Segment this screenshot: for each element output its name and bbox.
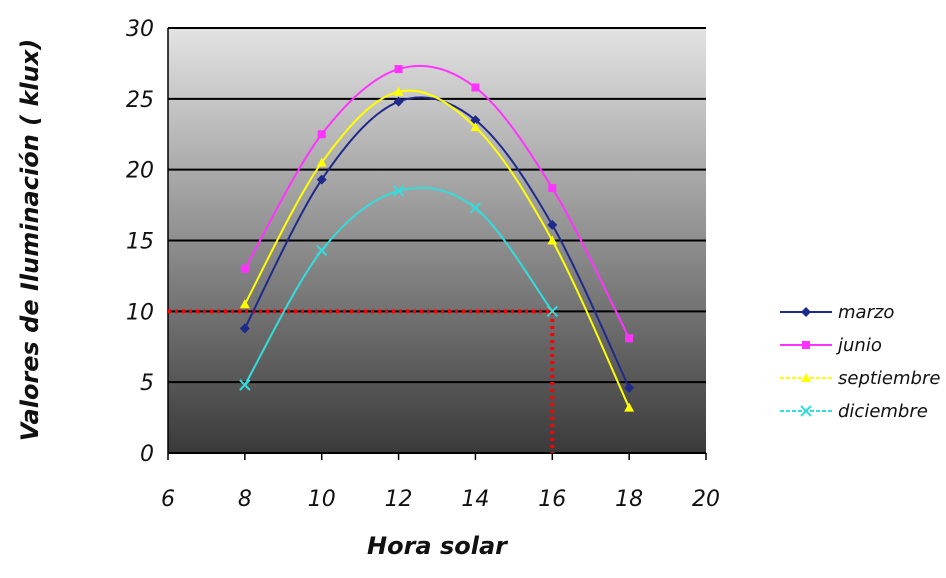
annotations xyxy=(168,309,555,453)
marker-stroke xyxy=(316,244,328,257)
legend-marker xyxy=(800,405,812,417)
data-point-junio xyxy=(394,65,403,74)
legend-label: marzo xyxy=(838,302,894,323)
data-point-diciembre xyxy=(546,305,558,318)
data-point-junio xyxy=(471,83,480,92)
legend-item-diciembre: diciembre xyxy=(780,401,928,422)
data-point-septiembre xyxy=(624,402,635,412)
series-line-septiembre xyxy=(243,89,631,409)
x-tick-labels: 6 8 10 12 14 16 18 20 xyxy=(161,487,720,512)
series-line-junio xyxy=(243,64,631,339)
marker-stroke xyxy=(800,405,812,417)
legend-label: septiembre xyxy=(838,368,940,389)
x-tick-label: 8 xyxy=(238,487,252,512)
marker-stroke xyxy=(546,305,558,318)
data-point-diciembre xyxy=(392,185,405,197)
data-point-marzo xyxy=(624,382,635,393)
data-point-diciembre xyxy=(239,379,251,391)
data-point-marzo xyxy=(547,219,558,230)
marker-stroke xyxy=(469,202,482,214)
y-tick-label: 15 xyxy=(126,230,154,255)
marker-stroke xyxy=(239,379,251,391)
x-tick-label: 14 xyxy=(461,487,489,512)
series-junio xyxy=(240,64,634,343)
data-point-marzo xyxy=(316,174,327,185)
legend-item-junio: junio xyxy=(780,335,882,356)
data-point-diciembre xyxy=(316,244,328,257)
x-tick-label: 16 xyxy=(538,487,566,512)
data-point-junio xyxy=(240,264,249,273)
marker-stroke xyxy=(392,185,405,197)
data-point-septiembre xyxy=(239,299,250,309)
y-tick-label: 20 xyxy=(126,159,154,184)
y-tick-label: 0 xyxy=(140,442,154,467)
data-point-junio xyxy=(317,130,326,139)
y-tick-labels: 0 5 10 15 20 25 30 xyxy=(126,17,154,467)
legend-marker xyxy=(801,373,811,382)
data-point-junio xyxy=(625,334,634,343)
y-tick-label: 5 xyxy=(140,371,154,396)
data-point-marzo xyxy=(239,323,250,334)
x-tick-label: 20 xyxy=(692,487,720,512)
data-point-marzo xyxy=(470,115,481,126)
data-point-septiembre xyxy=(393,86,404,96)
legend-item-septiembre: septiembre xyxy=(780,368,940,389)
x-tick-label: 10 xyxy=(308,487,336,512)
data-point-junio xyxy=(548,184,557,193)
x-tick-label: 6 xyxy=(161,487,175,512)
data-point-septiembre xyxy=(547,235,558,245)
data-point-marzo xyxy=(393,96,404,107)
legend-label: junio xyxy=(835,335,882,356)
y-tick-label: 25 xyxy=(126,88,154,113)
y-axis-title: Valores de Iluminación ( klux) xyxy=(16,39,44,441)
legend-marker xyxy=(801,307,811,317)
data-point-septiembre xyxy=(470,122,481,132)
x-axis-title: Hora solar xyxy=(367,532,509,560)
legend-label: diciembre xyxy=(838,401,928,422)
series-septiembre xyxy=(239,86,635,412)
series-diciembre xyxy=(239,185,558,391)
y-tick-label: 30 xyxy=(126,17,154,42)
data-point-diciembre xyxy=(469,202,482,214)
data-point-septiembre xyxy=(316,157,327,167)
legend-marker xyxy=(802,341,810,349)
reference-line xyxy=(168,309,555,453)
x-tick-label: 12 xyxy=(385,487,413,512)
series-group xyxy=(239,64,635,412)
legend-item-marzo: marzo xyxy=(780,302,894,323)
y-tick-label: 10 xyxy=(126,300,154,325)
legend: marzo junio septiembre diciembre xyxy=(780,302,940,422)
x-tick-label: 18 xyxy=(615,487,643,512)
